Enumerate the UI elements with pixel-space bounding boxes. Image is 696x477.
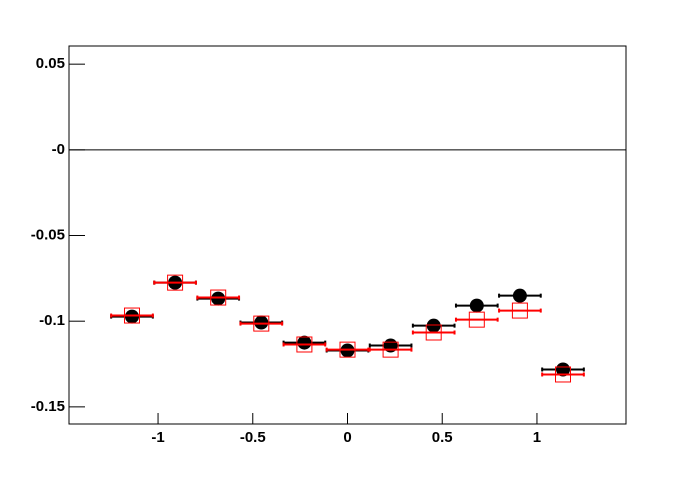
y-tick-label: -0.15 xyxy=(31,398,65,415)
marker xyxy=(339,341,356,358)
marker xyxy=(382,341,399,358)
marker xyxy=(469,298,484,313)
marker xyxy=(555,366,572,383)
marker xyxy=(511,302,528,319)
y-tick-label: -0.1 xyxy=(39,312,65,329)
marker xyxy=(167,274,184,291)
y-tick-label: 0.05 xyxy=(36,55,65,72)
marker xyxy=(296,336,313,353)
marker xyxy=(211,291,226,306)
x-tick-label: -1 xyxy=(151,429,164,446)
marker xyxy=(426,318,441,333)
marker xyxy=(124,309,139,324)
x-tick-label: 0.5 xyxy=(432,429,453,446)
y-tick-label: -0.05 xyxy=(31,226,65,243)
marker xyxy=(512,288,527,303)
marker xyxy=(425,324,442,341)
marker xyxy=(556,362,571,377)
x-tick-label: 0 xyxy=(343,429,351,446)
x-tick-label: -0.5 xyxy=(240,429,266,446)
y-tick-label: -0 xyxy=(52,141,65,158)
plot-frame xyxy=(68,45,627,425)
marker xyxy=(297,335,312,350)
x-tick-label: 1 xyxy=(533,429,541,446)
marker xyxy=(253,315,270,332)
marker xyxy=(123,307,140,324)
marker xyxy=(210,289,227,306)
marker xyxy=(468,311,485,328)
marker xyxy=(254,315,269,330)
